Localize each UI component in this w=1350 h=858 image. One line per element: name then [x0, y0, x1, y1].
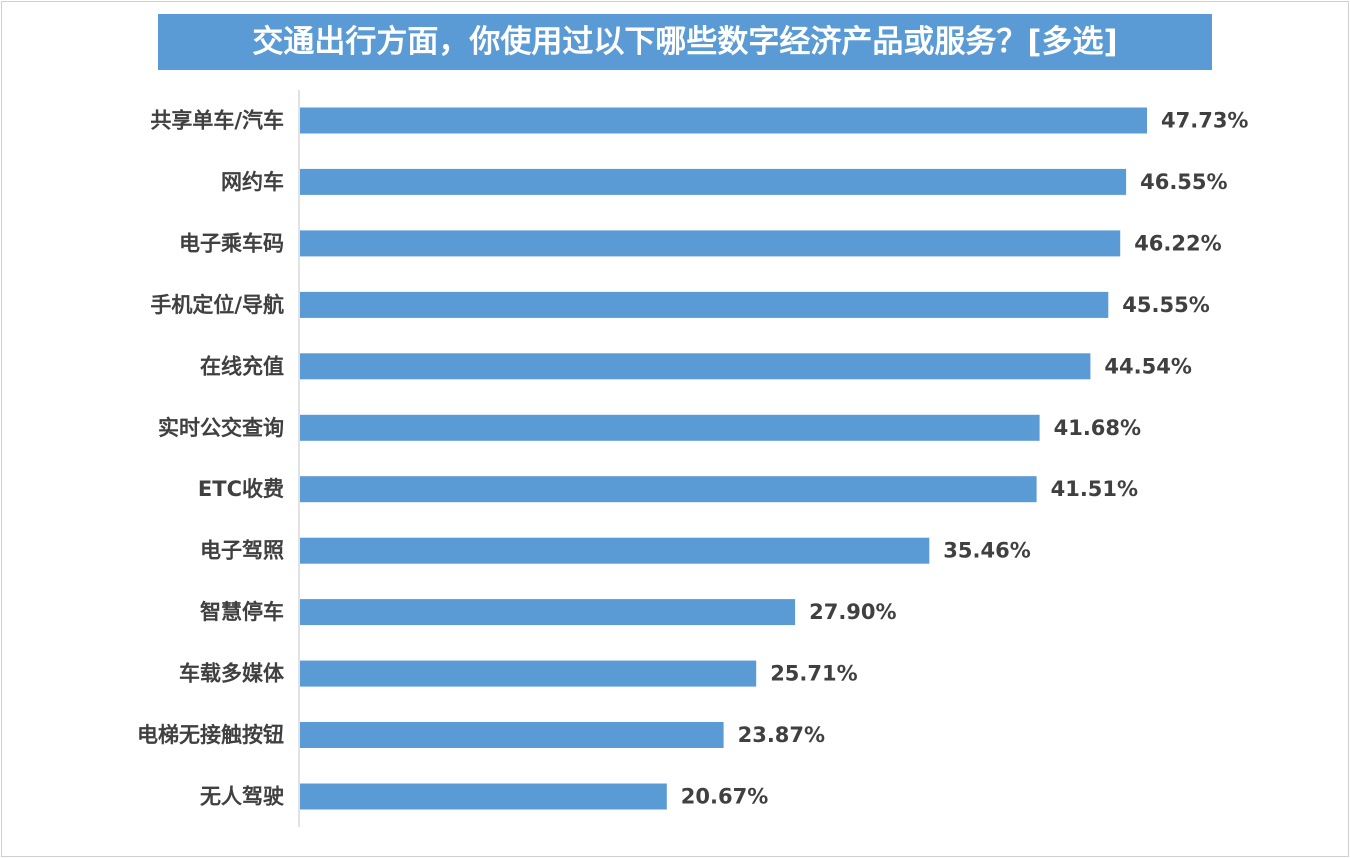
bar	[300, 660, 757, 687]
data-label: 46.55%	[1140, 170, 1227, 194]
category-label: 手机定位/导航	[150, 293, 284, 317]
category-label: 车载多媒体	[179, 662, 285, 686]
category-label: 电子乘车码	[179, 231, 284, 255]
bar	[300, 107, 1147, 134]
bar	[300, 783, 667, 810]
data-label: 20.67%	[681, 785, 768, 809]
data-label: 41.68%	[1054, 416, 1141, 440]
bar	[300, 537, 930, 564]
category-label: ETC收费	[198, 477, 284, 501]
data-label: 27.90%	[809, 600, 896, 624]
bar	[300, 476, 1037, 503]
data-label: 45.55%	[1122, 293, 1209, 317]
bar	[300, 168, 1127, 195]
bar	[300, 599, 796, 626]
data-label: 44.54%	[1104, 354, 1191, 378]
bar	[300, 414, 1040, 441]
data-label: 46.22%	[1134, 231, 1221, 255]
category-label: 在线充值	[200, 354, 284, 378]
bar	[300, 353, 1091, 380]
chart-title: 交通出行方面，你使用过以下哪些数字经济产品或服务？[多选]	[158, 14, 1212, 70]
data-label: 25.71%	[770, 662, 857, 686]
category-label: 无人驾驶	[200, 785, 284, 809]
category-label: 网约车	[221, 170, 284, 194]
bar	[300, 230, 1121, 257]
category-label: 电子驾照	[200, 539, 284, 563]
category-label: 实时公交查询	[158, 416, 284, 440]
data-label: 23.87%	[738, 723, 825, 747]
bar	[300, 291, 1109, 318]
data-label: 41.51%	[1051, 477, 1138, 501]
data-label: 47.73%	[1161, 109, 1248, 133]
category-label: 智慧停车	[200, 600, 284, 624]
bar	[300, 722, 724, 748]
category-label: 电梯无接触按钮	[137, 723, 284, 747]
data-label: 35.46%	[943, 539, 1030, 563]
category-label: 共享单车/汽车	[150, 109, 284, 133]
